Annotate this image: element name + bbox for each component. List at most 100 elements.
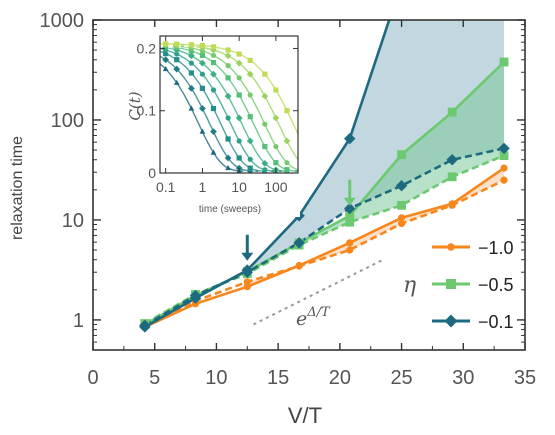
inset-point-3-7	[247, 156, 253, 162]
y-tick-label-1: 10	[62, 210, 84, 232]
inset-x-tick-label-0: 0.1	[156, 179, 176, 195]
series-line-dashed-2	[144, 147, 505, 327]
inset-point-3-5	[225, 115, 231, 121]
x-tick-label-5: 25	[390, 367, 412, 389]
arrow-head-1	[343, 197, 356, 206]
marker-solid-2-4	[344, 132, 356, 145]
inset-x-tick-label-1: 1	[199, 179, 207, 195]
inset-point-8-2	[188, 42, 194, 48]
marker-dashed-1-5	[397, 200, 406, 210]
inset-point-5-4	[210, 59, 217, 66]
inset-point-6-4	[210, 52, 217, 59]
inset-point-4-3	[199, 59, 206, 67]
inset-point-3-3	[199, 71, 206, 77]
inset-point-5-7	[247, 114, 253, 120]
guide-line	[253, 258, 384, 326]
inset-point-0-2	[188, 105, 195, 111]
inset-point-1-2	[187, 84, 195, 92]
inset-point-1-3	[199, 105, 206, 112]
marker-solid-1-7	[499, 57, 509, 67]
inset-y-tick-label-2: 0.2	[137, 40, 157, 56]
marker-solid-0-3	[295, 261, 303, 270]
inset-point-2-2	[188, 70, 194, 76]
inset-point-6-6	[236, 75, 242, 81]
inset-point-5-10	[284, 167, 290, 173]
inset-point-8-3	[199, 42, 206, 49]
inset-point-2-1	[174, 57, 180, 63]
marker-solid-1-5	[397, 150, 406, 160]
inset-curves	[160, 40, 298, 173]
inset-point-6-3	[199, 48, 206, 54]
inset-point-3-6	[236, 138, 242, 144]
legend-title: η	[403, 273, 416, 298]
x-tick-label-0: 0	[87, 367, 98, 389]
inset-point-5-9	[273, 160, 279, 166]
marker-dashed-2-7	[498, 142, 510, 155]
marker-dashed-2-5	[395, 179, 408, 192]
marker-dashed-0-7	[500, 176, 508, 184]
y-tick-label-2: 100	[51, 110, 84, 132]
inset-point-2-3	[199, 85, 206, 91]
inset-x-tick-label-2: 10	[231, 179, 247, 195]
inset-point-8-8	[262, 71, 268, 77]
inset-y-tick-label-0: 0	[148, 165, 156, 181]
inset-y-tick-label-1: 0.1	[137, 103, 157, 119]
marker-solid-2-1	[189, 292, 202, 304]
series-line-dashed-0	[144, 179, 505, 327]
inset-point-5-2	[188, 48, 194, 54]
inset-point-1-1	[173, 65, 181, 73]
inset-point-6-5	[225, 63, 231, 69]
inset-point-7-6	[235, 59, 243, 67]
x-tick-label-1: 5	[149, 367, 160, 389]
main-series-lines	[144, 20, 505, 329]
inset-point-6-7	[247, 92, 253, 98]
inset-point-7-9	[272, 114, 280, 122]
arrow-head-0	[241, 252, 254, 261]
legend: −1.0 −0.5 −0.1 η	[403, 238, 514, 332]
inset-point-1-4	[210, 128, 217, 136]
inset-point-4-7	[246, 137, 254, 145]
inset-point-0-1	[173, 79, 180, 85]
inset-point-5-5	[225, 75, 231, 81]
inset-point-1-5	[224, 154, 232, 162]
marker-solid-1-4	[345, 211, 355, 221]
inset-point-4-6	[235, 114, 243, 122]
inset-point-3-1	[174, 51, 180, 57]
inset-point-0-3	[199, 128, 206, 134]
inset-point-4-8	[261, 159, 269, 167]
inset-point-6-9	[273, 143, 279, 150]
inset-point-8-7	[247, 57, 253, 64]
marker-solid-0-5	[397, 214, 406, 222]
marker-dashed-1-6	[447, 172, 457, 182]
marker-dashed-2-6	[446, 154, 458, 166]
marker-solid-0-6	[448, 200, 456, 208]
inset-point-8-9	[273, 87, 279, 93]
inset-point-7-7	[246, 70, 254, 78]
marker-dashed-2-4	[344, 202, 356, 215]
inset-x-tick-label-3: 100	[264, 179, 288, 195]
inset-x-axis-title: time (sweeps)	[199, 204, 261, 215]
inset-point-8-1	[174, 41, 180, 47]
y-tick-label-3: 1000	[40, 10, 85, 32]
inset-point-7-10	[283, 137, 291, 145]
inset-point-8-4	[210, 44, 217, 50]
x-tick-label-2: 10	[205, 367, 227, 389]
y-tick-label-0: 1	[73, 310, 84, 332]
marker-solid-0-4	[346, 239, 354, 247]
legend-label-0: −1.0	[478, 238, 514, 258]
marker-solid-0-2	[243, 283, 251, 291]
shade-−0.5	[247, 62, 505, 274]
series-line-solid-0	[144, 167, 505, 329]
guide-line-label: eΔ/T	[296, 305, 331, 330]
inset-point-3-2	[188, 60, 194, 66]
inset-point-7-5	[224, 52, 232, 60]
series-line-solid-2	[144, 20, 391, 329]
inset-plot-frame	[159, 35, 299, 174]
marker-dashed-1-4	[345, 217, 355, 227]
x-axis-title: V/T	[288, 403, 322, 428]
inset-point-1-0	[162, 56, 170, 64]
inset-point-8-0	[163, 41, 169, 47]
legend-label-1: −0.5	[478, 275, 514, 295]
